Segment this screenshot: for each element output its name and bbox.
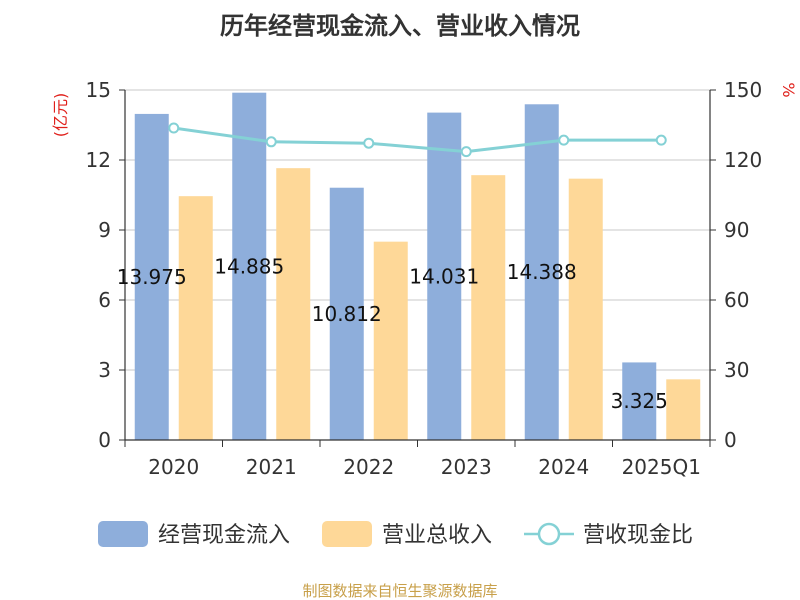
- right-tick-label: 60: [724, 288, 749, 312]
- left-axis-unit: (亿元): [51, 93, 70, 138]
- left-tick-label: 9: [98, 218, 111, 242]
- right-axis-unit: %: [779, 82, 798, 97]
- cashflow-bar: [622, 362, 657, 440]
- legend-label: 经营现金流入: [158, 523, 290, 548]
- data-labels: 13.975 14.885 10.812 14.031 14.388 3.325: [117, 254, 668, 413]
- revenue-bar: [373, 241, 408, 440]
- bar-data-label: 14.031: [409, 264, 479, 288]
- right-tick-label: 30: [724, 358, 749, 382]
- cashflow-bar: [427, 112, 462, 441]
- bar-data-label: 10.812: [312, 302, 382, 326]
- ratio-point: [168, 122, 180, 134]
- x-tick-label: 2024: [538, 455, 589, 479]
- x-tick-label: 2020: [148, 455, 199, 479]
- revenue-bar: [666, 379, 701, 440]
- right-tick-label: 0: [724, 428, 737, 452]
- right-tick-label: 90: [724, 218, 749, 242]
- right-tick-label: 120: [724, 148, 762, 172]
- right-tick-label: 150: [724, 78, 762, 102]
- x-tick-label: 2023: [441, 455, 492, 479]
- revenue-bar: [568, 178, 603, 440]
- cashflow-bar: [524, 104, 559, 440]
- ratio-point: [265, 136, 277, 148]
- x-tick-label: 2022: [343, 455, 394, 479]
- legend-label: 营收现金比: [583, 523, 693, 548]
- gridlines: [125, 89, 710, 371]
- left-tick-label: 3: [98, 358, 111, 382]
- ratio-line-path: [173, 126, 662, 154]
- left-tick-label: 15: [86, 78, 111, 102]
- bar-data-label: 14.885: [214, 254, 284, 278]
- ratio-point: [460, 146, 472, 158]
- left-tick-label: 6: [98, 288, 111, 312]
- revenue-bar: [276, 168, 311, 440]
- legend-label: 营业总收入: [382, 523, 492, 548]
- legend-marker: [537, 522, 561, 546]
- cashflow-bar: [232, 92, 267, 440]
- legend-swatch: [322, 521, 372, 547]
- revenue-bar: [178, 196, 213, 440]
- ratio-point: [363, 137, 375, 149]
- cashflow-bar: [329, 187, 364, 440]
- bars: [134, 92, 701, 441]
- left-tick-label: 12: [86, 148, 111, 172]
- revenue-bar: [471, 175, 506, 440]
- ratio-point: [655, 134, 667, 146]
- source-note: 制图数据来自恒生聚源数据库: [302, 582, 497, 600]
- x-tick-label: 2021: [246, 455, 297, 479]
- chart-title: 历年经营现金流入、营业收入情况: [220, 12, 580, 40]
- legend-swatch: [98, 521, 148, 547]
- x-tick-label: 2025Q1: [622, 455, 701, 479]
- ratio-line: [168, 122, 667, 158]
- cashflow-bar: [134, 113, 169, 441]
- bar-data-label: 14.388: [507, 260, 577, 284]
- left-tick-label: 0: [98, 428, 111, 452]
- ratio-point: [558, 134, 570, 146]
- bar-data-label: 13.975: [117, 265, 187, 289]
- axes: 0 0 3 30 6 60 9 90 12 120 15 150 2020 2021 2022 2023 202…: [86, 78, 763, 479]
- bar-data-label: 3.325: [611, 389, 668, 413]
- legend: 经营现金流入 营业总收入 营收现金比: [98, 521, 693, 548]
